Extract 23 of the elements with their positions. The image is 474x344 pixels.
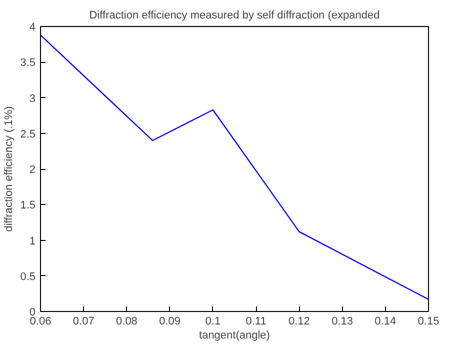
x-tick-label: 0.12 bbox=[288, 316, 310, 328]
y-tick-label: 2 bbox=[29, 164, 36, 176]
x-tick-label: 0.11 bbox=[246, 316, 266, 328]
line-series bbox=[40, 34, 428, 300]
y-axis-title: diffraction efficiency (.1%) bbox=[3, 106, 16, 232]
y-tick-label: 1 bbox=[29, 235, 36, 248]
x-tick-label: 0.1 bbox=[205, 316, 221, 328]
x-tick-label: 0.15 bbox=[418, 316, 440, 328]
x-tick-label: 0.14 bbox=[374, 316, 396, 328]
x-tick-label: 0.13 bbox=[332, 316, 353, 328]
y-tick-label: 4 bbox=[29, 22, 36, 34]
chart-title: Diffraction efficiency measured by self diffraction (expanded bbox=[89, 10, 380, 22]
x-tick-label: 0.06 bbox=[30, 316, 52, 328]
y-tick-label: 2.5 bbox=[20, 128, 36, 140]
y-tick-label: 0 bbox=[29, 306, 36, 318]
x-tick-label: 0.09 bbox=[159, 316, 181, 328]
x-tick-label: 0.08 bbox=[116, 316, 138, 328]
y-tick-label: 0.5 bbox=[20, 270, 36, 283]
x-axis-title: tangent(angle) bbox=[199, 330, 270, 342]
y-tick-label: 3 bbox=[29, 92, 36, 105]
y-tick-label: 3.5 bbox=[20, 57, 36, 70]
y-tick-label: 1.5 bbox=[20, 200, 36, 212]
x-tick-label: 0.07 bbox=[72, 316, 94, 328]
